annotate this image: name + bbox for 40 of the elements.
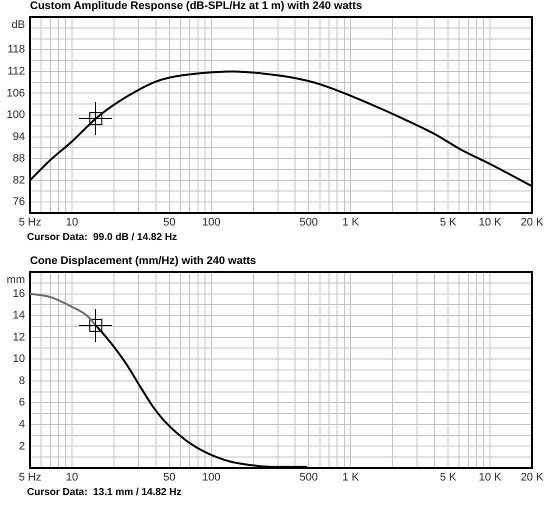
y-tick-label: 88 xyxy=(12,152,25,165)
y-tick-label: 10 xyxy=(12,353,25,366)
x-tick-label: 1 K xyxy=(342,472,360,484)
y-tick-label: 118 xyxy=(7,44,25,56)
y-tick-label: 4 xyxy=(18,418,25,430)
x-tick-label: 100 xyxy=(202,216,220,229)
chart-title: Custom Amplitude Response (dB-SPL/Hz at 1 m) with 240 watts xyxy=(30,0,362,13)
y-tick-label: 112 xyxy=(7,65,25,78)
x-tick-label: 20 K xyxy=(520,472,544,484)
x-tick-label: 10 K xyxy=(478,216,502,229)
x-tick-label: 5 Hz xyxy=(18,472,42,484)
x-tick-label: 10 xyxy=(66,216,78,229)
x-tick-label: 500 xyxy=(300,472,318,484)
y-tick-label: 2 xyxy=(18,440,25,452)
y-tick-label: 16 xyxy=(12,288,25,300)
x-tick-label: 500 xyxy=(300,216,318,229)
y-tick-label: 82 xyxy=(12,174,25,186)
x-tick-label: 1 K xyxy=(342,216,360,229)
y-tick-label: 106 xyxy=(6,87,25,100)
y-tick-label: 94 xyxy=(12,130,25,143)
y-tick-label: 76 xyxy=(12,196,25,208)
y-tick-label: 12 xyxy=(12,331,25,344)
x-tick-label: 20 K xyxy=(520,216,544,229)
x-tick-label: 50 xyxy=(163,216,176,229)
text: Cursor Data: 99.0 dB / 14.82 Hz xyxy=(27,232,178,244)
x-tick-label: 10 xyxy=(66,472,78,484)
y-axis-title: dB xyxy=(12,19,25,32)
y-tick-label: 14 xyxy=(12,310,25,322)
y-axis-title: mm xyxy=(6,274,25,286)
x-tick-label: 5 K xyxy=(440,472,458,484)
y-tick-label: 8 xyxy=(18,374,25,387)
y-tick-label: 100 xyxy=(6,109,25,122)
text: Cursor Data: 13.1 mm / 14.82 Hz xyxy=(27,487,182,499)
x-tick-label: 5 Hz xyxy=(18,216,42,229)
x-tick-label: 10 K xyxy=(478,472,502,484)
chart-title: Cone Displacement (mm/Hz) with 240 watts xyxy=(30,255,256,268)
x-tick-label: 100 xyxy=(202,472,220,484)
x-tick-label: 50 xyxy=(163,472,176,484)
x-tick-label: 5 K xyxy=(440,216,458,229)
y-tick-label: 6 xyxy=(18,396,25,409)
